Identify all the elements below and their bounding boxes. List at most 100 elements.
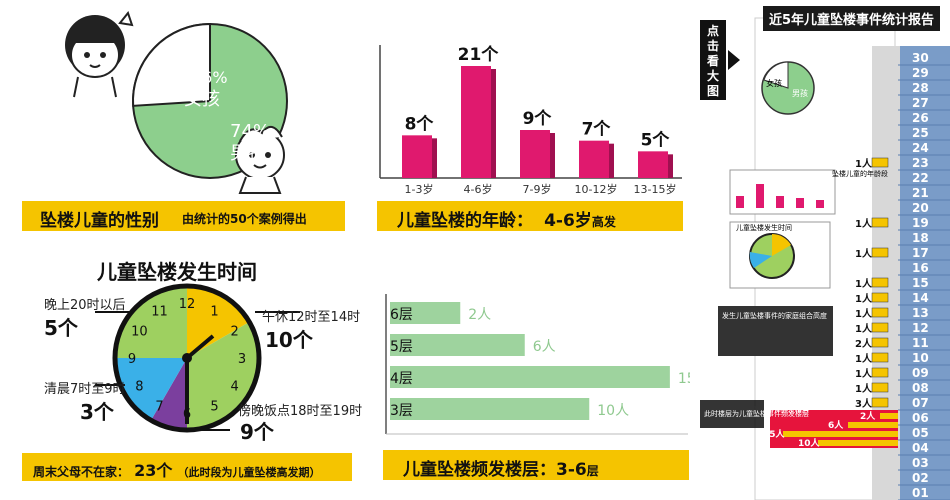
gender-title: 坠楼儿童的性别 [40,211,159,231]
floor-value-label: 10人 [597,403,629,419]
poster-red-label: 6人 [828,419,844,431]
floor-number: 12 [912,321,929,335]
age-bar-chart: 8个 1-3岁 21个 4-6岁 9个 7-9岁 7个 10-12岁 5个 13-15岁 [379,44,682,195]
poster-red-label: 15人 [763,428,786,440]
poster-red-bar [880,413,898,419]
time-bottom-prefix: 周末父母不在家： [33,465,130,479]
time-leader-lines [95,311,300,431]
noon-label: 午休12时至14时 [262,310,361,325]
poster-count-label: 1人 [855,292,873,305]
age-value-label: 8个 [405,113,435,134]
clock-number: 5 [210,400,218,415]
floor-number: 13 [912,306,929,320]
floor-number: 11 [912,336,929,350]
floor-title-bar [383,450,689,480]
morning-label: 清晨7时至9时 [44,382,126,397]
poster-count-label: 1人 [855,352,873,365]
floor-number: 27 [912,96,929,110]
age-highlight: 4-6岁 [544,211,592,231]
floor-category-label: 4层 [390,371,413,387]
poster-title: 近5年儿童坠楼事件统计报告 [763,6,941,31]
poster-count-label: 1人 [855,382,873,395]
age-bar [638,151,668,178]
age-value-label: 5个 [641,129,671,150]
evening-label: 傍晚饭点18时至19时 [238,404,363,419]
age-title-bar [377,201,683,231]
clock-number: 11 [151,304,168,319]
age-value-label: 7个 [582,119,612,140]
mini-family-title: 发生儿童坠楼事件的家庭组合高度 [722,311,827,320]
floor-bar [390,398,590,420]
clock-number: 9 [128,352,136,367]
mini-time-title: 儿童坠楼发生时间 [736,223,792,232]
floor-number: 18 [912,231,929,245]
age-bar-side [550,133,555,178]
floor-number: 28 [912,81,929,95]
left-note-text: 此时楼层为儿童坠楼事件频发楼层 [704,409,809,418]
pie-girl-slice [132,22,211,107]
mini-family-panel [718,306,833,356]
age-title: 儿童坠楼的年龄： [397,211,533,231]
age-bar [461,66,491,178]
floor-number: 14 [912,291,929,305]
floor-number: 02 [912,471,929,485]
floor-number: 20 [912,201,929,215]
view-full-image-button[interactable]: 点 击 看 大 图 [700,20,726,100]
morning-count: 3个 [80,400,114,424]
morning-slice [117,358,187,419]
clock-hour-hand [185,334,215,360]
floor-number: 15 [912,276,929,290]
age-category-label: 1-3岁 [405,182,434,195]
floor-bar [390,334,525,356]
gender-pie-svg: 26% 女孩 74% 男孩 [65,10,288,194]
poster-count-label: 1人 [855,157,873,170]
age-suffix: 高发 [591,215,616,229]
clock-number: 3 [238,352,246,367]
girl-label: 女孩 [184,89,220,110]
girl-pct: 26% [192,68,228,87]
poster-count-label: 1人 [855,277,873,290]
poster-red-label: 2人 [860,410,876,422]
gender-note: 由统计的50个案例得出 [182,212,307,226]
floor-number: 24 [912,141,929,155]
afternoon-slice [187,323,257,428]
floor-number: 06 [912,411,929,425]
floor-number: 03 [912,456,929,470]
night-label: 晚上20时以后 [44,298,126,313]
arrow-right-icon [728,50,740,70]
age-title-row: 儿童坠楼的年龄： 4-6岁高发 [397,206,616,231]
mini-boy-label: 男孩 [792,88,808,98]
age-category-label: 4-6岁 [464,182,493,195]
building-facade [898,46,950,500]
time-title: 儿童坠楼发生时间 [97,260,257,284]
floor-number: 23 [912,156,929,170]
poster-count-label: 3人 [855,397,873,410]
mini-age-title: 坠楼儿童的年龄段 [832,169,888,178]
clock-center [182,353,192,363]
age-bar [520,130,550,178]
poster-svg: 3029282726252423222120191817161514131211… [700,17,950,500]
poster-red-label: 10人 [798,437,821,449]
age-value-label: 21个 [458,44,500,65]
poster-red-bar [783,431,898,437]
floor-number: 07 [912,396,929,410]
poster-red-bar [848,422,898,428]
evening-count: 9个 [240,420,274,444]
floor-number: 16 [912,261,929,275]
time-bottom-bar [22,453,352,481]
floor-category-label: 5层 [390,339,413,355]
floor-bar [390,302,461,324]
floor-bar-chart: 6层 2人 5层 6人 4层 15人 3层 10人 [385,294,690,435]
floor-number: 09 [912,366,929,380]
clock-number: 1 [210,304,218,319]
age-bar-side [432,138,437,178]
age-category-label: 13-15岁 [634,182,677,195]
age-bar [402,135,432,178]
clock-number: 2 [230,325,238,340]
floor-bar [390,366,670,388]
floor-number: 29 [912,66,929,80]
age-value-label: 9个 [523,108,553,129]
clock-number: 10 [131,325,148,340]
floor-number: 19 [912,216,929,230]
time-bottom-note: （此时段为儿童坠楼高发期） [177,466,321,479]
